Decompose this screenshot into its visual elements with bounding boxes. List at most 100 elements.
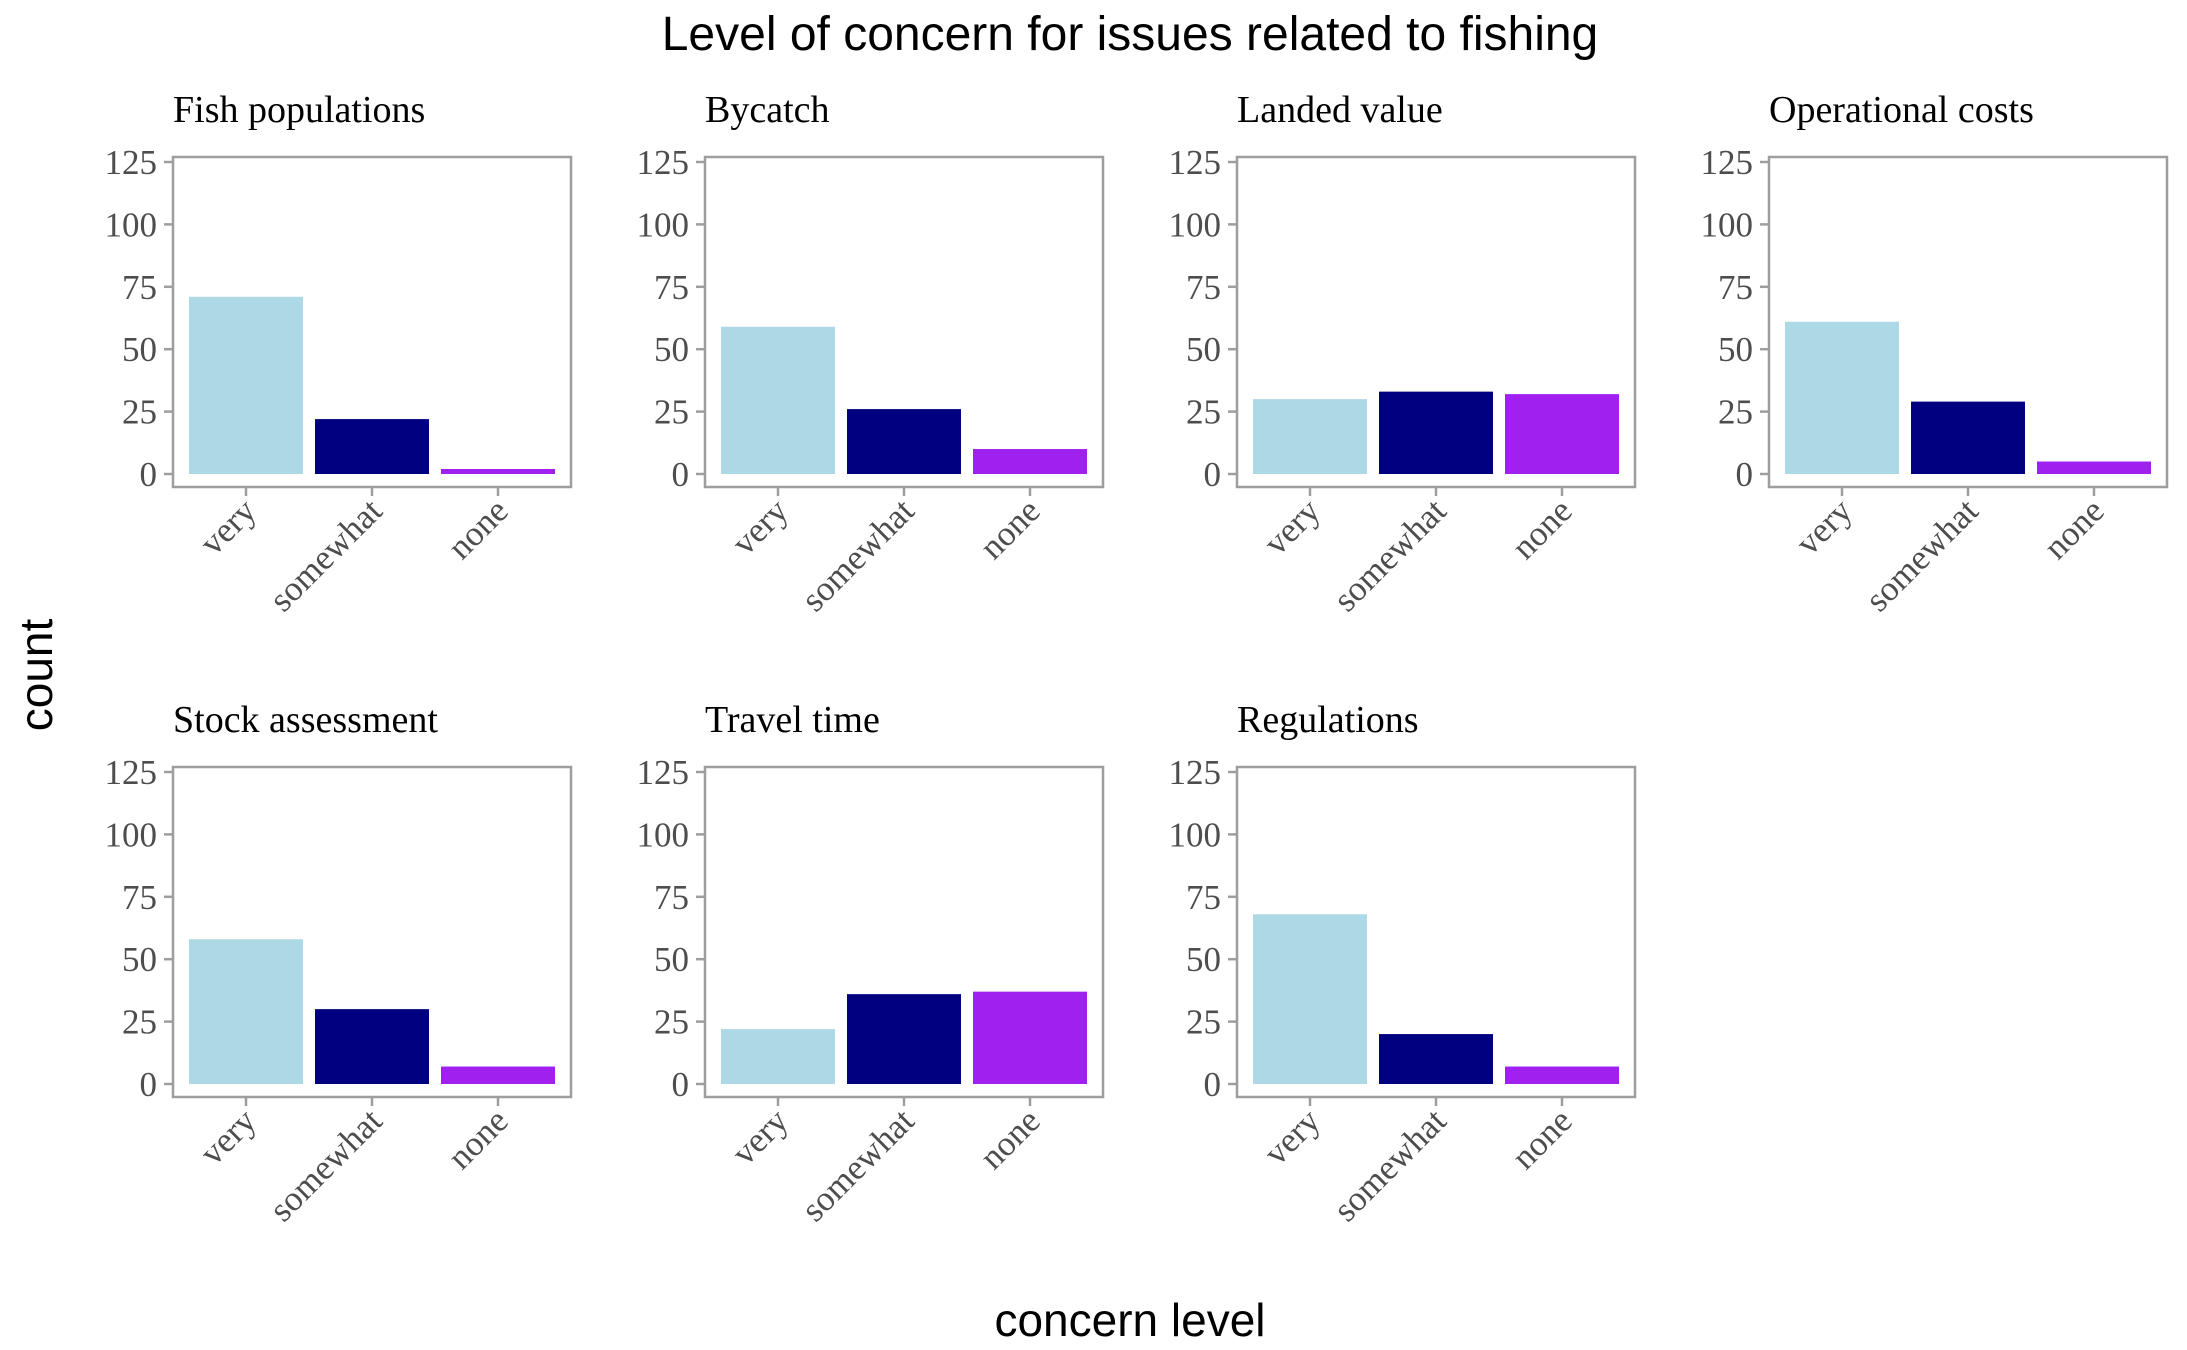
y-tick-label: 0 <box>672 455 690 494</box>
bar-very <box>1253 399 1367 474</box>
bar-very <box>1785 321 1899 474</box>
y-tick-label: 125 <box>105 753 158 792</box>
y-tick-label: 125 <box>105 143 158 182</box>
x-tick-label: somewhat <box>1858 491 1986 619</box>
panel-title: Regulations <box>1237 699 1419 741</box>
y-tick-label: 25 <box>1186 1003 1221 1042</box>
y-tick-label: 125 <box>1169 753 1222 792</box>
y-tick-label: 25 <box>654 393 689 432</box>
y-tick-label: 125 <box>637 753 690 792</box>
bar-somewhat <box>847 409 961 474</box>
chart-panels: Fish populations0255075100125verysomewha… <box>105 89 2169 1229</box>
x-tick-label: none <box>440 1101 516 1177</box>
bar-somewhat <box>1911 401 2025 474</box>
x-tick-label: somewhat <box>794 1101 922 1229</box>
y-tick-label: 100 <box>105 815 158 854</box>
y-tick-label: 25 <box>654 1003 689 1042</box>
bar-somewhat <box>1379 1034 1493 1084</box>
panel-title: Operational costs <box>1769 89 2034 131</box>
y-tick-label: 50 <box>1718 330 1753 369</box>
x-tick-label: very <box>1788 491 1860 563</box>
y-tick-label: 0 <box>1204 1065 1222 1104</box>
bar-somewhat <box>847 994 961 1084</box>
bar-none <box>973 991 1087 1084</box>
y-tick-label: 75 <box>1186 268 1221 307</box>
bar-very <box>189 939 303 1084</box>
bar-very <box>721 326 835 474</box>
y-tick-label: 75 <box>654 268 689 307</box>
bar-none <box>441 1066 555 1084</box>
y-tick-label: 75 <box>122 268 157 307</box>
y-tick-label: 125 <box>637 143 690 182</box>
x-tick-label: none <box>1504 491 1580 567</box>
y-tick-label: 50 <box>654 940 689 979</box>
y-axis-title: count <box>10 619 62 732</box>
x-tick-label: none <box>440 491 516 567</box>
x-tick-label: very <box>1256 1101 1328 1173</box>
y-tick-label: 125 <box>1169 143 1222 182</box>
panel-title: Bycatch <box>705 89 830 131</box>
panel-stock-assessment: Stock assessment 0 25 50 75 100 125 verysomewha… <box>105 699 573 1229</box>
y-tick-label: 100 <box>105 205 158 244</box>
y-tick-label: 50 <box>1186 330 1221 369</box>
y-tick-label: 75 <box>654 878 689 917</box>
panel-title: Fish populations <box>173 89 425 131</box>
bar-none <box>1505 394 1619 474</box>
y-tick-label: 125 <box>1701 143 1754 182</box>
bar-very <box>721 1029 835 1084</box>
bar-none <box>973 449 1087 474</box>
x-axis-title: concern level <box>994 1294 1265 1346</box>
x-tick-label: very <box>192 491 264 563</box>
y-tick-label: 0 <box>672 1065 690 1104</box>
y-tick-label: 100 <box>637 815 690 854</box>
y-tick-label: 25 <box>122 1003 157 1042</box>
y-tick-label: 75 <box>122 878 157 917</box>
y-tick-label: 75 <box>1718 268 1753 307</box>
y-tick-label: 0 <box>140 455 158 494</box>
y-tick-label: 100 <box>1701 205 1754 244</box>
x-tick-label: somewhat <box>1326 491 1454 619</box>
panel-operational-costs: Operational costs 0 25 50 75 100 125 verysomewh… <box>1701 89 2169 619</box>
bar-somewhat <box>315 419 429 474</box>
panel-title: Stock assessment <box>173 699 438 741</box>
bar-somewhat <box>315 1009 429 1084</box>
y-tick-label: 0 <box>140 1065 158 1104</box>
panel-title: Landed value <box>1237 89 1443 131</box>
x-tick-label: somewhat <box>1326 1101 1454 1229</box>
y-tick-label: 100 <box>1169 205 1222 244</box>
x-tick-label: very <box>1256 491 1328 563</box>
y-tick-label: 50 <box>122 940 157 979</box>
bar-very <box>189 296 303 474</box>
y-tick-label: 100 <box>637 205 690 244</box>
x-tick-label: none <box>972 1101 1048 1177</box>
x-tick-label: somewhat <box>262 1101 390 1229</box>
bar-none <box>2037 461 2151 474</box>
y-tick-label: 0 <box>1736 455 1754 494</box>
panel-fish-populations: Fish populations 0 25 50 75 100 125 verysomewha… <box>105 89 573 619</box>
bar-very <box>1253 914 1367 1084</box>
y-tick-label: 50 <box>122 330 157 369</box>
x-tick-label: somewhat <box>794 491 922 619</box>
x-tick-label: very <box>724 491 796 563</box>
x-tick-label: somewhat <box>262 491 390 619</box>
y-tick-label: 25 <box>1718 393 1753 432</box>
y-tick-label: 50 <box>654 330 689 369</box>
panel-title: Travel time <box>705 699 880 741</box>
y-tick-label: 25 <box>1186 393 1221 432</box>
y-tick-label: 100 <box>1169 815 1222 854</box>
x-tick-label: none <box>2036 491 2112 567</box>
y-tick-label: 50 <box>1186 940 1221 979</box>
chart-title: Level of concern for issues related to f… <box>662 8 1599 61</box>
bar-none <box>1505 1066 1619 1084</box>
bar-somewhat <box>1379 391 1493 474</box>
x-tick-label: none <box>972 491 1048 567</box>
x-tick-label: very <box>192 1101 264 1173</box>
y-tick-label: 25 <box>122 393 157 432</box>
x-tick-label: none <box>1504 1101 1580 1177</box>
y-tick-label: 0 <box>1204 455 1222 494</box>
